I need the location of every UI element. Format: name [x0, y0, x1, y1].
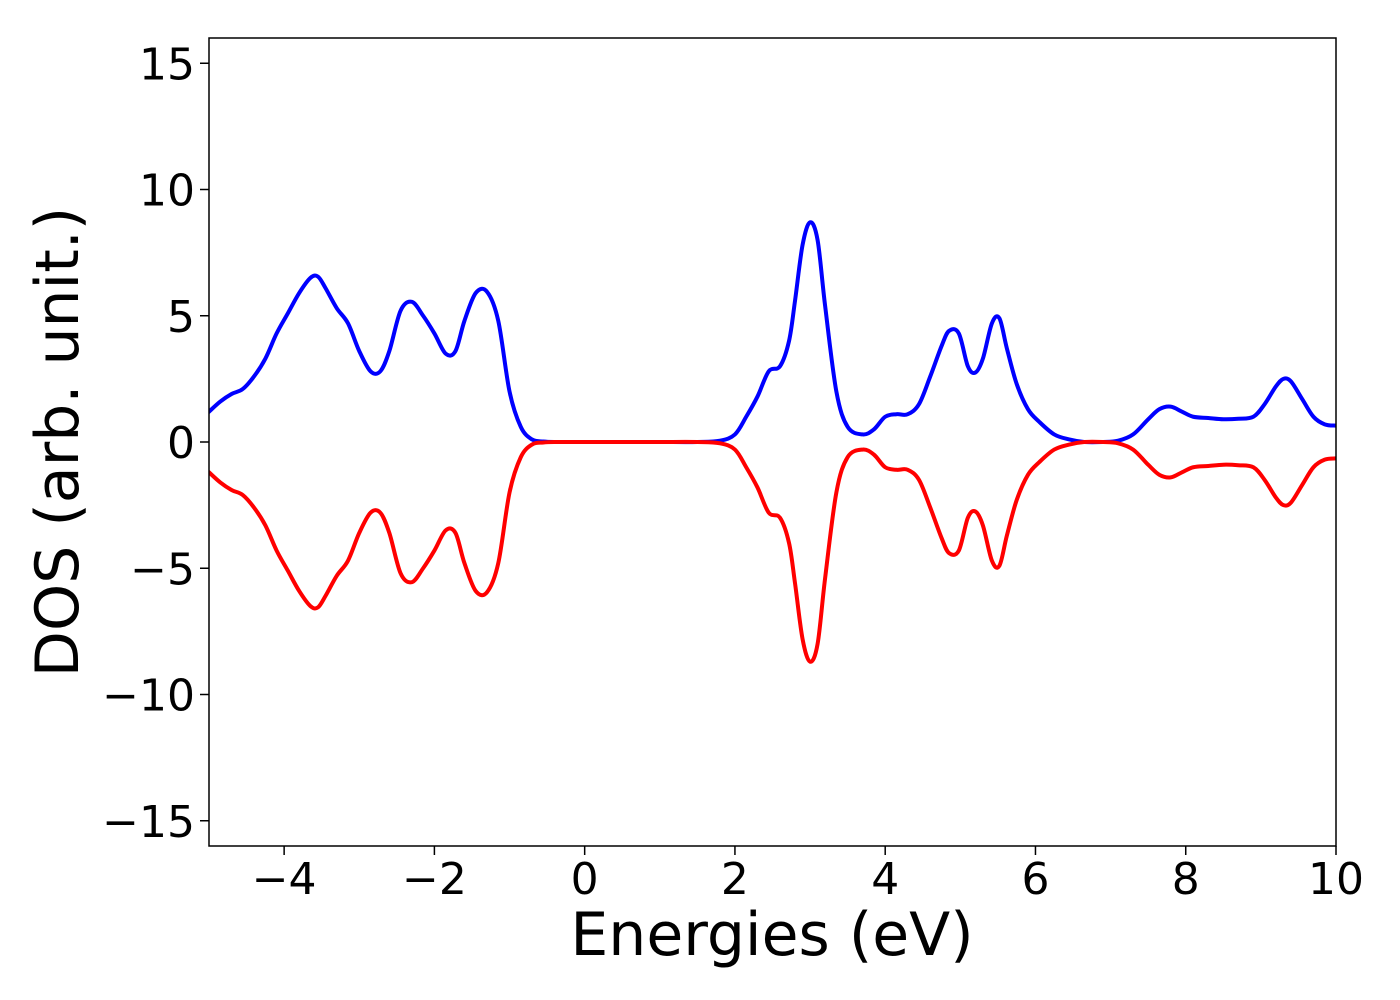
y-axis: −15 −10 −5 0 5 10 15	[102, 39, 209, 848]
y-tick-label: 5	[167, 292, 195, 343]
x-tick-label: 6	[1021, 854, 1049, 905]
dos-series-line-1	[209, 220, 1336, 445]
x-tick-label: 2	[721, 854, 749, 905]
y-axis-label: DOS (arb. unit.)	[23, 207, 93, 677]
y-tick-label: −15	[102, 797, 195, 848]
plot-frame	[208, 37, 1337, 847]
y-tick-label: −10	[102, 671, 195, 722]
x-tick-label: 0	[571, 854, 599, 905]
y-tick-label: 15	[139, 39, 195, 90]
x-axis-label: Energies (eV)	[570, 900, 973, 970]
x-tick-label: 10	[1308, 854, 1364, 905]
dos-series-line-2	[209, 439, 1336, 664]
x-tick-label: 8	[1172, 854, 1200, 905]
y-tick-label: 0	[167, 418, 195, 469]
x-tick-label: −2	[402, 854, 467, 905]
x-tick-label: −4	[252, 854, 317, 905]
x-axis: −4 −2 0 2 4 6 8 10	[252, 846, 1364, 905]
x-tick-label: 4	[871, 854, 899, 905]
series-layer	[209, 220, 1336, 664]
y-tick-label: 10	[139, 166, 195, 217]
y-tick-label: −5	[130, 544, 195, 595]
